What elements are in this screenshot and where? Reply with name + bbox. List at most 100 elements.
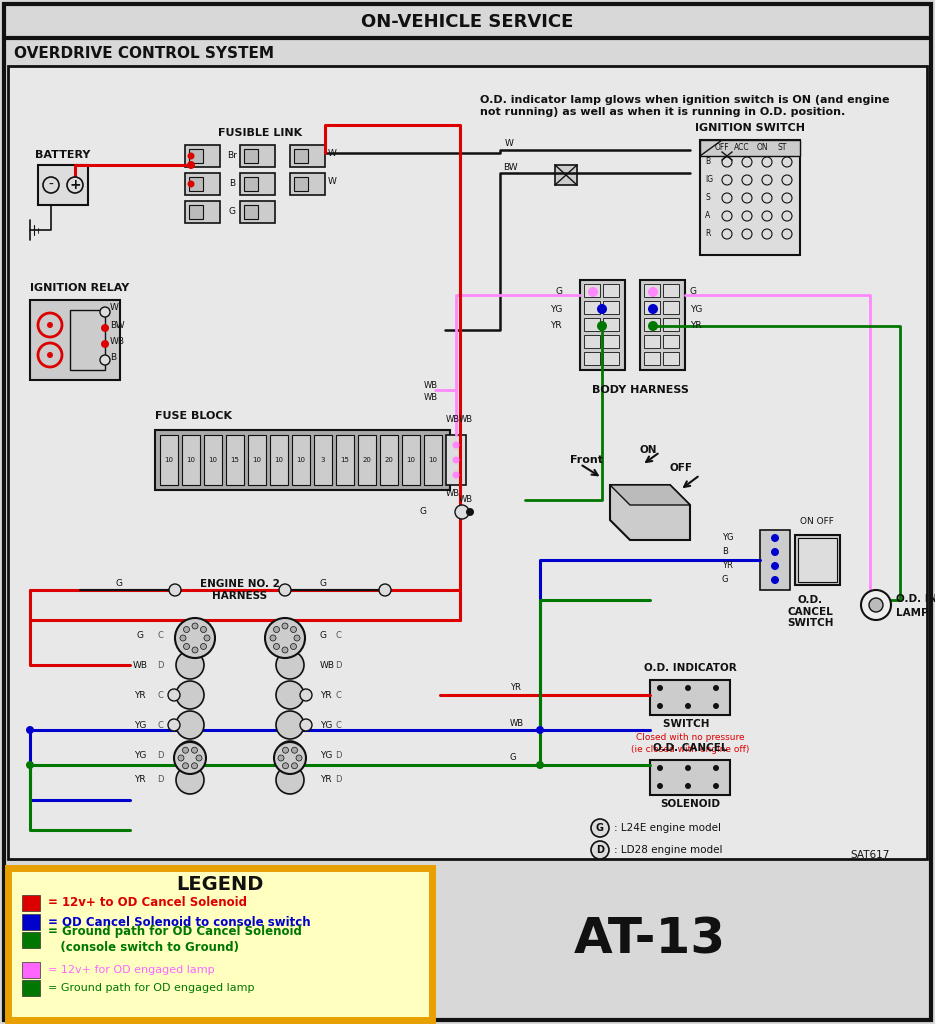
Bar xyxy=(402,435,420,485)
Text: WB: WB xyxy=(424,393,438,402)
Text: IG: IG xyxy=(705,175,713,184)
Circle shape xyxy=(276,651,304,679)
Bar xyxy=(663,335,679,348)
Text: O.D. INDICATOR: O.D. INDICATOR xyxy=(643,663,737,673)
Circle shape xyxy=(588,287,598,297)
Circle shape xyxy=(192,647,198,653)
Circle shape xyxy=(453,471,459,478)
Circle shape xyxy=(276,766,304,794)
Text: WB: WB xyxy=(446,488,460,498)
Text: W: W xyxy=(505,138,514,147)
Text: ST: ST xyxy=(777,143,786,153)
Circle shape xyxy=(742,157,752,167)
Text: D: D xyxy=(157,660,164,670)
Text: A: A xyxy=(705,212,711,220)
Bar xyxy=(663,301,679,314)
Circle shape xyxy=(276,741,304,769)
Circle shape xyxy=(782,211,792,221)
Circle shape xyxy=(26,761,34,769)
Text: YR: YR xyxy=(690,322,701,331)
Text: 10: 10 xyxy=(186,457,195,463)
Circle shape xyxy=(278,755,284,761)
Text: ON OFF: ON OFF xyxy=(800,517,834,526)
Bar xyxy=(650,760,730,795)
Text: ACC: ACC xyxy=(734,143,750,153)
Text: G: G xyxy=(596,823,604,833)
Bar xyxy=(185,173,220,195)
Bar xyxy=(22,980,40,996)
Text: OVERDRIVE CONTROL SYSTEM: OVERDRIVE CONTROL SYSTEM xyxy=(14,46,274,61)
Circle shape xyxy=(762,175,772,185)
Circle shape xyxy=(648,304,658,314)
Text: (ie closed with engine off): (ie closed with engine off) xyxy=(631,745,749,755)
Text: O.D.
CANCEL
SWITCH: O.D. CANCEL SWITCH xyxy=(786,595,833,628)
Text: C: C xyxy=(335,631,341,640)
Circle shape xyxy=(722,211,732,221)
Circle shape xyxy=(782,175,792,185)
Circle shape xyxy=(762,157,772,167)
Bar xyxy=(30,300,120,380)
Text: B: B xyxy=(722,548,727,556)
Bar xyxy=(424,435,442,485)
Circle shape xyxy=(597,304,607,314)
Bar xyxy=(584,301,600,314)
Text: W: W xyxy=(328,176,337,185)
Bar xyxy=(798,538,837,582)
Circle shape xyxy=(276,681,304,709)
Text: B: B xyxy=(110,353,116,362)
Text: AT-13: AT-13 xyxy=(574,916,726,964)
Bar xyxy=(446,435,466,485)
Circle shape xyxy=(175,618,215,658)
Circle shape xyxy=(188,153,194,160)
Text: SAT617: SAT617 xyxy=(851,850,890,860)
Circle shape xyxy=(782,229,792,239)
Text: OFF: OFF xyxy=(670,463,693,473)
Circle shape xyxy=(204,635,210,641)
Circle shape xyxy=(200,643,207,649)
Text: G: G xyxy=(137,631,143,640)
Bar xyxy=(663,318,679,331)
Text: 10: 10 xyxy=(165,457,174,463)
Text: SOLENOID: SOLENOID xyxy=(660,799,720,809)
Circle shape xyxy=(597,321,607,331)
Text: 20: 20 xyxy=(384,457,394,463)
Circle shape xyxy=(178,755,184,761)
Bar xyxy=(584,352,600,365)
Text: YG: YG xyxy=(722,534,733,543)
Bar xyxy=(700,140,800,156)
Circle shape xyxy=(100,307,110,317)
Circle shape xyxy=(183,643,190,649)
Bar xyxy=(155,430,450,490)
Text: = 12v+ to OD Cancel Solenoid: = 12v+ to OD Cancel Solenoid xyxy=(48,896,247,909)
Bar xyxy=(700,140,800,255)
Text: G: G xyxy=(722,575,728,585)
Text: OFF: OFF xyxy=(714,143,729,153)
Bar xyxy=(336,435,354,485)
Text: YG: YG xyxy=(320,721,332,729)
Text: 15: 15 xyxy=(340,457,350,463)
Bar xyxy=(22,962,40,978)
Bar xyxy=(204,435,222,485)
Text: O.D. indicator lamp glows when ignition switch is ON (and engine
not running) as: O.D. indicator lamp glows when ignition … xyxy=(480,95,889,117)
Bar xyxy=(70,310,105,370)
Circle shape xyxy=(455,505,469,519)
Polygon shape xyxy=(610,485,690,505)
Bar xyxy=(663,284,679,297)
Bar xyxy=(185,145,220,167)
Circle shape xyxy=(861,590,891,620)
Circle shape xyxy=(200,627,207,633)
Text: IGNITION RELAY: IGNITION RELAY xyxy=(30,283,129,293)
Text: SWITCH: SWITCH xyxy=(663,719,717,729)
Text: O.D. CANCEL: O.D. CANCEL xyxy=(653,743,727,753)
Bar xyxy=(240,173,275,195)
Circle shape xyxy=(100,355,110,365)
Circle shape xyxy=(67,177,83,193)
Circle shape xyxy=(771,534,779,542)
Circle shape xyxy=(762,229,772,239)
Text: D: D xyxy=(596,845,604,855)
Circle shape xyxy=(294,635,300,641)
Circle shape xyxy=(101,324,109,332)
Text: = Ground path for OD Cancel Solenoid
   (console switch to Ground): = Ground path for OD Cancel Solenoid (co… xyxy=(48,926,302,954)
Text: D: D xyxy=(335,751,341,760)
Circle shape xyxy=(182,763,189,769)
